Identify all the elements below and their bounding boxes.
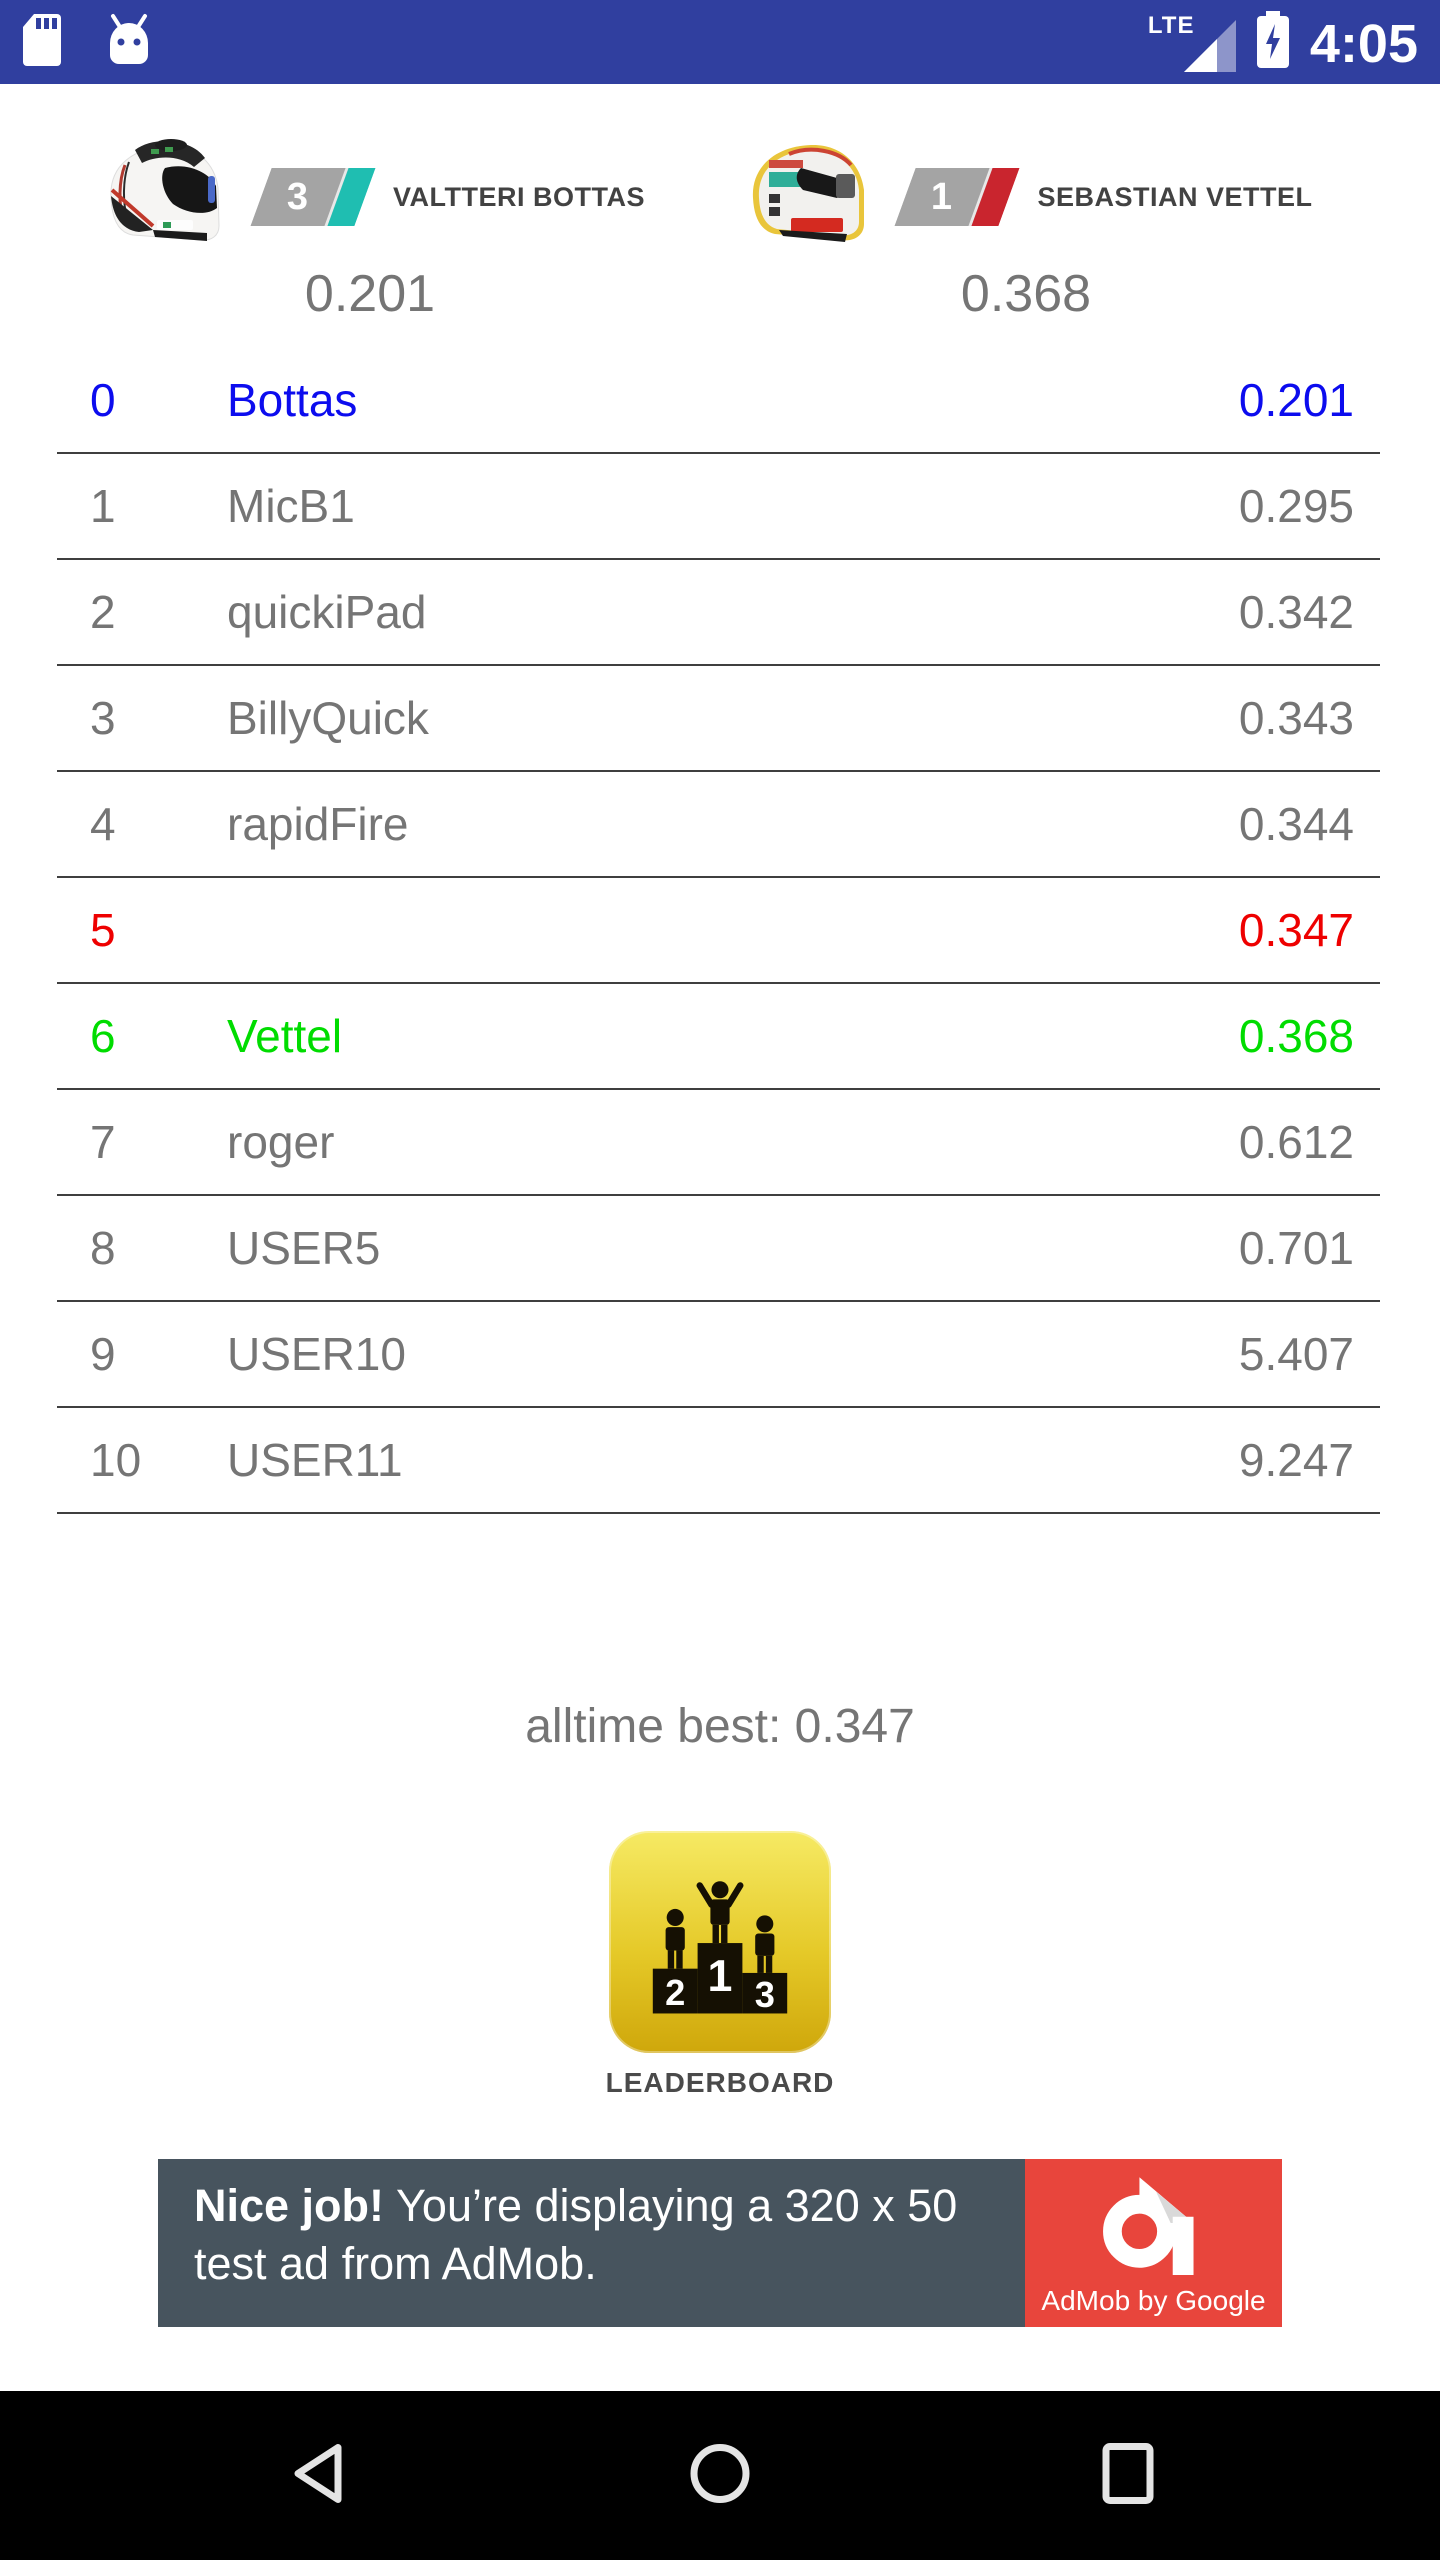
table-row: 2 quickiPad 0.342 [57, 560, 1380, 666]
sd-card-icon [22, 13, 62, 72]
status-bar: LTE 4:05 [0, 0, 1440, 84]
row-name: rapidFire [227, 798, 409, 850]
row-name: USER5 [227, 1222, 381, 1274]
status-bar-right: LTE 4:05 [1147, 10, 1418, 74]
vettel-time: 0.368 [960, 265, 1092, 323]
row-value: 5.407 [1238, 1328, 1354, 1380]
table-row: 5 0.347 [57, 878, 1380, 984]
bottas-time: 0.201 [304, 265, 436, 323]
leaderboard-button[interactable]: 1 2 3 LEADERBOARD [0, 1831, 1440, 2099]
ad-text[interactable]: Nice job! You’re displaying a 320 x 50 te… [158, 2159, 1025, 2327]
driver-bottas: 3 VALTTERI BOTTAS 0.201 [20, 132, 720, 324]
score-table: 0 Bottas 0.201 1 MicB1 0.295 2 quickiPad… [57, 348, 1380, 1514]
bottas-number-badge: 3 [250, 168, 376, 226]
table-row: 3 BillyQuick 0.343 [57, 666, 1380, 772]
row-rank: 6 [90, 1010, 116, 1062]
row-value: 0.368 [1238, 1010, 1354, 1062]
row-name: quickiPad [227, 586, 427, 638]
row-name: BillyQuick [227, 692, 429, 744]
podium-number-1: 1 [708, 1951, 733, 2001]
leaderboard-caption: LEADERBOARD [605, 2067, 835, 2098]
podium-number-2: 2 [665, 1972, 685, 2013]
table-row: 9 USER10 5.407 [57, 1302, 1380, 1408]
lte-label: LTE [1147, 11, 1195, 39]
android-marshmallow-icon [104, 13, 154, 72]
vettel-number: 1 [931, 175, 954, 218]
row-name: USER11 [227, 1434, 403, 1486]
battery-charging-icon [1254, 10, 1292, 74]
row-rank: 3 [90, 692, 116, 744]
row-rank: 0 [90, 374, 116, 426]
table-row: 4 rapidFire 0.344 [57, 772, 1380, 878]
row-name: MicB1 [227, 480, 355, 532]
vettel-name-label: SEBASTIAN VETTEL [1037, 181, 1313, 212]
ad-bold-text: Nice job! [194, 2180, 385, 2231]
driver-vettel: 1 SEBASTIAN VETTEL 0.368 [676, 132, 1376, 324]
row-rank: 4 [90, 798, 116, 850]
status-bar-left [22, 13, 154, 72]
row-value: 0.342 [1238, 586, 1354, 638]
table-row: 6 Vettel 0.368 [57, 984, 1380, 1090]
row-value: 0.347 [1238, 904, 1354, 956]
admob-brand-label: AdMob by Google [1041, 2285, 1266, 2316]
podium-number-3: 3 [755, 1974, 775, 2015]
row-rank: 5 [90, 904, 116, 956]
row-rank: 2 [90, 586, 116, 638]
table-row: 1 MicB1 0.295 [57, 454, 1380, 560]
row-value: 0.701 [1238, 1222, 1354, 1274]
bottas-name-label: VALTTERI BOTTAS [393, 181, 645, 212]
vettel-number-badge: 1 [894, 168, 1021, 226]
row-rank: 8 [90, 1222, 116, 1274]
row-value: 0.295 [1238, 480, 1354, 532]
home-button[interactable] [688, 2440, 752, 2511]
table-row: 0 Bottas 0.201 [57, 348, 1380, 454]
row-value: 0.344 [1238, 798, 1354, 850]
table-row: 7 roger 0.612 [57, 1090, 1380, 1196]
bottas-number: 3 [287, 175, 309, 218]
admob-logo-icon [1102, 2171, 1206, 2280]
clock-label: 4:05 [1309, 13, 1418, 74]
row-rank: 10 [90, 1434, 142, 1486]
bottas-helmet-image [95, 132, 235, 263]
row-name: Vettel [227, 1010, 343, 1062]
table-row: 10 USER11 9.247 [57, 1408, 1380, 1514]
back-button[interactable] [286, 2440, 348, 2511]
row-name: roger [227, 1116, 335, 1168]
row-rank: 9 [90, 1328, 116, 1380]
row-value: 9.247 [1238, 1434, 1354, 1486]
alltime-best-label: alltime best: 0.347 [525, 1700, 915, 1753]
row-value: 0.201 [1238, 374, 1354, 426]
ad-body-text: You’re displaying a 320 x 50 test ad fro… [194, 2180, 958, 2289]
row-rank: 7 [90, 1116, 116, 1168]
recents-button[interactable] [1099, 2440, 1157, 2511]
navigation-bar [0, 2391, 1440, 2560]
row-value: 0.612 [1238, 1116, 1354, 1168]
leaderboard-podium-icon[interactable]: 1 2 3 [609, 1831, 831, 2053]
row-name: USER10 [227, 1328, 406, 1380]
row-value: 0.343 [1238, 692, 1354, 744]
signal-lte-icon: LTE [1147, 11, 1236, 74]
drivers-header: 3 VALTTERI BOTTAS 0.201 [0, 84, 1440, 324]
row-name: Bottas [227, 374, 358, 426]
admob-test-ad-banner[interactable]: Nice job! You’re displaying a 320 x 50 te… [158, 2159, 1282, 2327]
row-rank: 1 [90, 480, 116, 532]
vettel-helmet-image [739, 132, 879, 263]
ad-brand-panel[interactable]: AdMob by Google [1025, 2159, 1282, 2327]
table-row: 8 USER5 0.701 [57, 1196, 1380, 1302]
